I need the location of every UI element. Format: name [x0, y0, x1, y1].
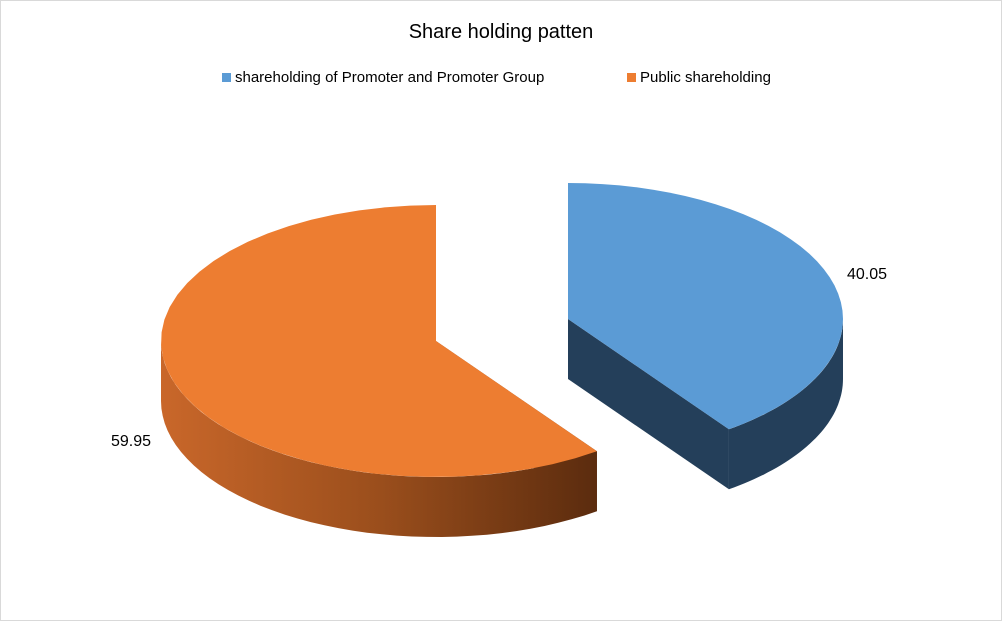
- slice-0-radial-face: [568, 319, 729, 490]
- legend-swatch-orange: [627, 73, 636, 82]
- legend-swatch-blue: [222, 73, 231, 82]
- legend-label: Public shareholding: [640, 69, 771, 86]
- slice-1-outer-wall: [161, 341, 597, 537]
- data-label-promoter: 40.05: [847, 266, 888, 283]
- legend-item-public: Public shareholding: [627, 69, 771, 86]
- slice-1-top: [161, 205, 597, 477]
- slice-0-outer-wall: [728, 319, 843, 490]
- legend-item-promoter: shareholding of Promoter and Promoter Gr…: [222, 69, 544, 86]
- slice-0-top: [568, 183, 843, 430]
- chart-title: Share holding patten: [408, 21, 594, 43]
- data-label-public: 59.95: [111, 433, 152, 450]
- legend-label: shareholding of Promoter and Promoter Gr…: [235, 69, 545, 86]
